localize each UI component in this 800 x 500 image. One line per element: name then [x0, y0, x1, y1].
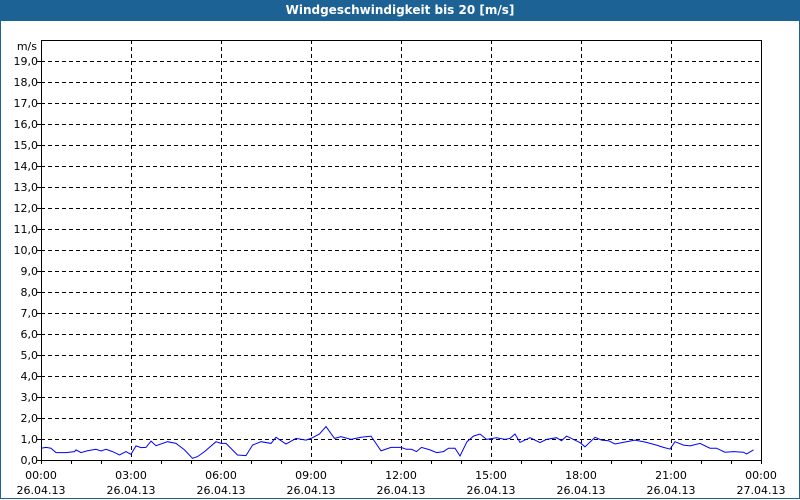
y-tick-label: 18,0 [14, 76, 39, 89]
y-tick-label: 8,0 [21, 286, 39, 299]
x-tick-date: 26.04.13 [17, 484, 66, 497]
y-tick-label: 7,0 [21, 307, 39, 320]
x-tick-date: 26.04.13 [647, 484, 696, 497]
y-axis-label: m/s [17, 40, 37, 53]
x-tick-time: 00:00 [25, 469, 57, 482]
x-tick-date: 26.04.13 [197, 484, 246, 497]
y-tick-label: 13,0 [14, 181, 39, 194]
y-tick-label: 19,0 [14, 55, 39, 68]
x-tick-time: 00:00 [745, 469, 777, 482]
x-tick-time: 18:00 [565, 469, 597, 482]
y-tick-label: 10,0 [14, 244, 39, 257]
x-tick-time: 15:00 [475, 469, 507, 482]
y-tick-label: 17,0 [14, 97, 39, 110]
y-tick-label: 2,0 [21, 412, 39, 425]
y-tick-label: 4,0 [21, 370, 39, 383]
x-tick-date: 26.04.13 [467, 484, 516, 497]
y-tick-label: 5,0 [21, 349, 39, 362]
x-tick-time: 03:00 [115, 469, 147, 482]
chart-title: Windgeschwindigkeit bis 20 [m/s] [0, 0, 800, 21]
x-tick-time: 21:00 [655, 469, 687, 482]
plot-area [41, 40, 762, 461]
x-tick-date: 26.04.13 [377, 484, 426, 497]
y-tick-label: 14,0 [14, 160, 39, 173]
y-tick-label: 3,0 [21, 391, 39, 404]
x-tick-date: 26.04.13 [557, 484, 606, 497]
wind-speed-line [40, 425, 754, 459]
y-tick-label: 6,0 [21, 328, 39, 341]
x-tick-time: 12:00 [385, 469, 417, 482]
x-tick-time: 06:00 [205, 469, 237, 482]
x-tick-date: 26.04.13 [107, 484, 156, 497]
x-tick-date: 27.04.13 [737, 484, 786, 497]
x-tick-time: 09:00 [295, 469, 327, 482]
y-tick-label: 15,0 [14, 139, 39, 152]
y-tick-label: 11,0 [14, 223, 39, 236]
y-tick-label: 9,0 [21, 265, 39, 278]
x-tick-date: 26.04.13 [287, 484, 336, 497]
y-tick-label: 1,0 [21, 433, 39, 446]
y-tick-label: 0,0 [21, 454, 39, 467]
y-tick-label: 16,0 [14, 118, 39, 131]
y-tick-label: 12,0 [14, 202, 39, 215]
